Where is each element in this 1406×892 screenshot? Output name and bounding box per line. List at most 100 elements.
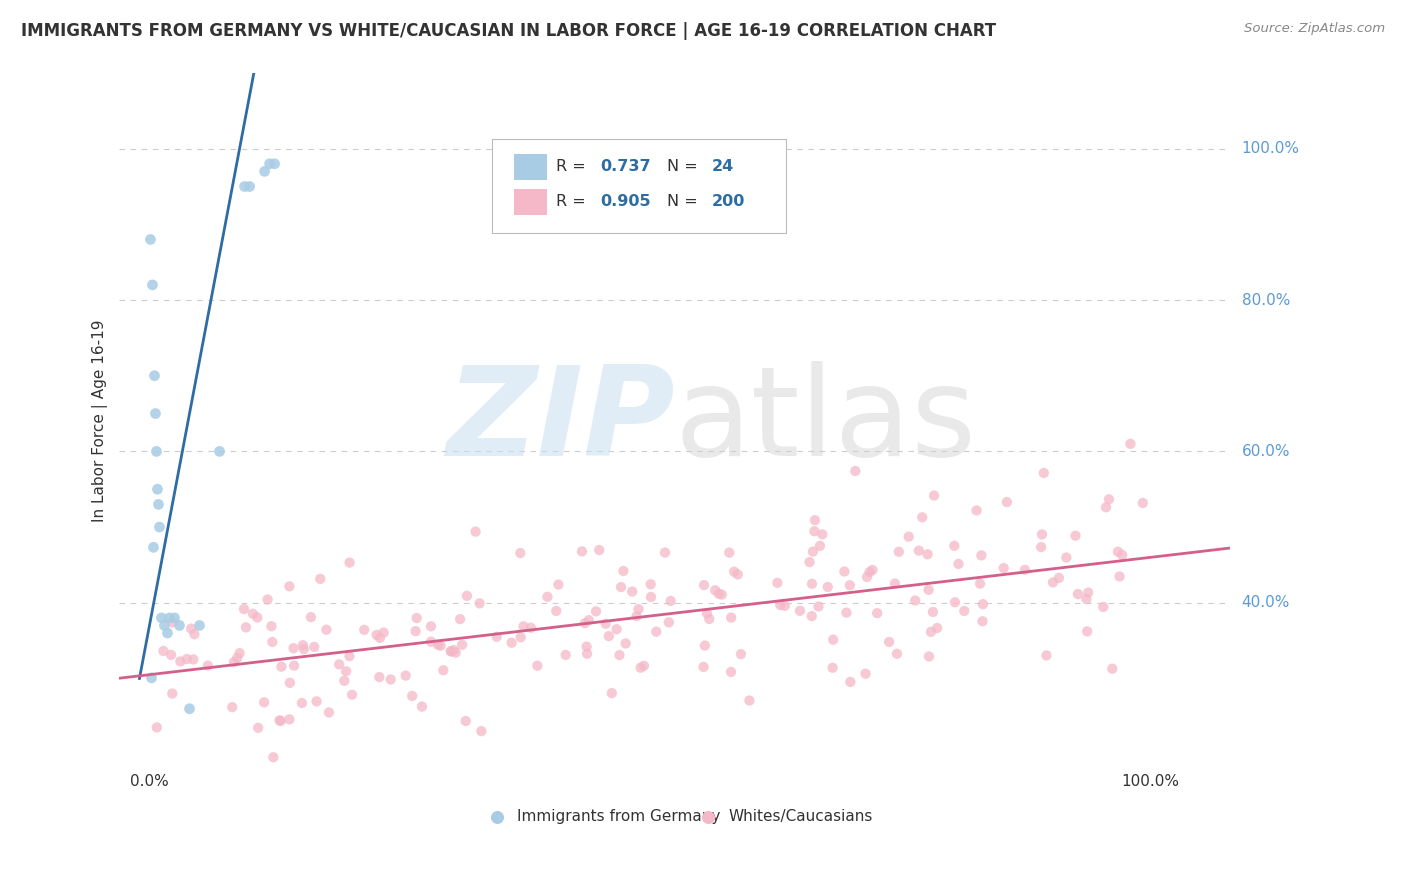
Point	[844, 464, 866, 478]
Text: Immigrants from Germany: Immigrants from Germany	[517, 809, 720, 824]
Point	[353, 623, 375, 637]
Point	[291, 638, 314, 652]
Point	[804, 513, 827, 527]
Point	[235, 620, 257, 634]
FancyBboxPatch shape	[513, 153, 547, 180]
Text: ZIP: ZIP	[446, 360, 675, 482]
Point	[242, 607, 264, 621]
Point	[520, 621, 543, 635]
Point	[339, 556, 361, 570]
Point	[908, 543, 931, 558]
Point	[468, 596, 491, 610]
Point	[1042, 575, 1064, 590]
Point	[877, 635, 900, 649]
Point	[547, 577, 569, 591]
Point	[449, 612, 471, 626]
Point	[142, 541, 165, 555]
Point	[456, 589, 478, 603]
Point	[380, 673, 402, 687]
Point	[546, 604, 568, 618]
Point	[993, 561, 1015, 575]
Point	[315, 623, 337, 637]
FancyBboxPatch shape	[513, 188, 547, 215]
Point	[897, 530, 920, 544]
Point	[633, 658, 655, 673]
Point	[966, 503, 988, 517]
Point	[305, 694, 328, 708]
Point	[972, 597, 994, 611]
Point	[169, 654, 191, 668]
Point	[801, 544, 824, 558]
Point	[1107, 544, 1129, 558]
Text: Whites/Caucasians: Whites/Caucasians	[728, 809, 873, 824]
Point	[692, 660, 714, 674]
Point	[451, 638, 474, 652]
Point	[627, 602, 650, 616]
Point	[145, 444, 167, 458]
Point	[918, 649, 941, 664]
Point	[263, 157, 285, 171]
Point	[886, 647, 908, 661]
Point	[640, 590, 662, 604]
Point	[233, 179, 256, 194]
Point	[368, 631, 391, 645]
Point	[183, 627, 205, 641]
Text: 0.905: 0.905	[600, 194, 651, 210]
Text: 40.0%: 40.0%	[1241, 595, 1289, 610]
Point	[228, 646, 250, 660]
Point	[621, 584, 644, 599]
Point	[340, 688, 363, 702]
Point	[859, 565, 882, 579]
Text: R =: R =	[557, 194, 591, 210]
Point	[156, 626, 179, 640]
Point	[526, 658, 548, 673]
Point	[730, 647, 752, 661]
Point	[693, 578, 716, 592]
Point	[614, 636, 637, 650]
Point	[972, 614, 994, 628]
Point	[238, 179, 260, 194]
Point	[720, 610, 742, 624]
Point	[253, 164, 276, 178]
Point	[160, 615, 183, 630]
Point	[188, 618, 211, 632]
Point	[640, 577, 662, 591]
Point	[834, 565, 856, 579]
Point	[176, 652, 198, 666]
Point	[835, 606, 858, 620]
Point	[943, 595, 966, 609]
Text: 100.0%: 100.0%	[1241, 141, 1299, 156]
Point	[595, 616, 617, 631]
Point	[181, 652, 204, 666]
Point	[145, 407, 167, 421]
Point	[318, 706, 340, 720]
Point	[707, 587, 730, 601]
Point	[838, 578, 860, 592]
Point	[811, 527, 834, 541]
Point	[1067, 587, 1090, 601]
Point	[720, 665, 742, 679]
Point	[160, 648, 183, 662]
Point	[574, 616, 596, 631]
Text: 0.737: 0.737	[600, 160, 651, 175]
Point	[260, 619, 283, 633]
Point	[146, 720, 169, 734]
Point	[920, 624, 942, 639]
Point	[799, 555, 821, 569]
Point	[917, 582, 939, 597]
Point	[801, 577, 824, 591]
Point	[432, 663, 454, 677]
Point	[440, 644, 463, 658]
Point	[444, 646, 467, 660]
Point	[1111, 548, 1133, 562]
Point	[169, 618, 191, 632]
Point	[866, 606, 889, 620]
Point	[1029, 540, 1052, 554]
Point	[302, 640, 325, 654]
Point	[233, 602, 256, 616]
Point	[366, 628, 388, 642]
Point	[222, 655, 245, 669]
Point	[571, 544, 593, 558]
Point	[253, 695, 276, 709]
Point	[256, 592, 278, 607]
